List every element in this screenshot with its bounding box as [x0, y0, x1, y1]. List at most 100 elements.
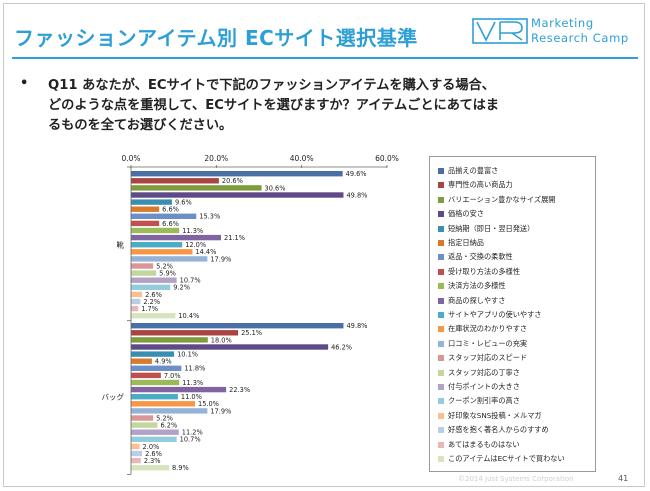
question-line-3: るものを全てお選びください。 — [48, 118, 233, 133]
legend-swatch — [438, 456, 444, 462]
bar-1-20 — [131, 465, 169, 471]
data-label: 8.9% — [172, 464, 189, 472]
bar-0-2 — [131, 185, 262, 191]
bar-0-14 — [131, 270, 157, 276]
legend-label: クーポン割引率の高さ — [448, 396, 520, 406]
bar-1-19 — [131, 457, 141, 464]
data-label: 14.4% — [195, 248, 216, 256]
x-tick-label: 40.0% — [290, 154, 314, 163]
legend-item: このアイテムはECサイトで買わない — [438, 453, 565, 465]
bar-0-1 — [131, 178, 219, 184]
data-label: 17.9% — [210, 407, 231, 415]
title-divider — [12, 57, 638, 59]
legend-label: 価格の安さ — [448, 209, 484, 219]
legend-label: あてはまるものはない — [448, 439, 520, 449]
data-label: 5.2% — [156, 262, 173, 270]
bar-1-12 — [131, 408, 208, 414]
legend-label: 専門性の高い商品力 — [448, 180, 513, 190]
legend-label: 品揃えの豊富さ — [448, 166, 499, 175]
bar-0-12 — [131, 256, 208, 262]
legend-item: 品揃えの豊富さ — [438, 165, 498, 177]
legend-label: 決済方法の多様性 — [448, 281, 506, 291]
legend-item: 好感を抱く著名人からのすすめ — [438, 424, 549, 436]
bar-0-5 — [131, 206, 160, 212]
bar-1-6 — [131, 365, 182, 371]
legend-swatch — [438, 326, 444, 333]
data-label: 11.8% — [184, 365, 205, 373]
footer-copyright: ©2014 Just Systems Corporation — [458, 475, 574, 483]
bar-0-9 — [131, 234, 222, 241]
legend-label: 短納期（即日・翌日発送） — [448, 223, 535, 233]
legend-label: 好印象なSNS投稿・メルマガ — [448, 410, 542, 420]
bar-1-14 — [131, 422, 158, 428]
logo-mark-icon — [472, 18, 528, 44]
bar-0-19 — [131, 305, 139, 312]
page-title: ファッションアイテム別 ECサイト選択基準 — [14, 26, 418, 50]
bar-1-9 — [131, 386, 227, 393]
data-label: 11.0% — [181, 393, 202, 401]
data-label: 9.6% — [175, 199, 192, 207]
bar-1-3 — [131, 344, 329, 350]
legend-item: クーポン割引率の高さ — [438, 395, 520, 407]
data-label: 46.2% — [331, 343, 352, 351]
bar-0-7 — [131, 220, 160, 227]
legend-label: スタッフ対応の丁寧さ — [448, 367, 520, 377]
legend-item: スタッフ対応のスピード — [438, 352, 527, 364]
legend-item: 商品の探しやすさ — [438, 295, 505, 307]
logo-line-2: Research Camp — [531, 31, 629, 45]
bar-1-5 — [131, 358, 152, 364]
bullet-icon: • — [20, 76, 29, 91]
legend-swatch — [438, 168, 444, 174]
legend-label: 口コミ・レビューの充実 — [448, 338, 528, 348]
legend-swatch — [438, 340, 444, 347]
bar-1-16 — [131, 436, 177, 442]
data-label: 6.2% — [160, 422, 177, 430]
data-label: 6.6% — [162, 206, 179, 214]
bar-0-6 — [131, 213, 197, 219]
legend-item: バリエーション豊かなサイズ展開 — [438, 194, 555, 206]
legend-label: 返品・交換の柔軟性 — [448, 252, 513, 262]
bar-1-8 — [131, 379, 180, 386]
bar-1-0 — [131, 323, 344, 329]
legend-label: 指定日納品 — [448, 238, 484, 247]
legend-label: 受け取り方法の多様性 — [448, 266, 520, 276]
legend-label: 好感を抱く著名人からのすすめ — [448, 425, 549, 435]
x-tick-label: 20.0% — [204, 154, 228, 163]
chart-legend: 品揃えの豊富さ専門性の高い商品力バリエーション豊かなサイズ展開価格の安さ短納期（… — [429, 156, 596, 472]
legend-label: サイトやアプリの使いやすさ — [448, 310, 542, 319]
data-label: 2.6% — [145, 450, 162, 458]
bar-1-1 — [131, 330, 239, 336]
legend-swatch — [438, 427, 444, 434]
data-label: 2.0% — [143, 443, 160, 451]
bar-0-13 — [131, 263, 154, 269]
data-label: 12.0% — [185, 241, 206, 249]
legend-item: 短納期（即日・翌日発送） — [438, 223, 534, 235]
legend-item: あてはまるものはない — [438, 439, 520, 451]
bar-0-8 — [131, 227, 180, 234]
data-label: 6.6% — [162, 220, 179, 228]
bar-0-16 — [131, 284, 171, 290]
logo-line-1: Marketing — [531, 16, 594, 30]
x-tick-label: 0.0% — [121, 154, 140, 163]
data-label: 10.4% — [178, 312, 199, 320]
legend-label: 商品の探しやすさ — [448, 295, 506, 305]
legend-label: 在庫状況のわかりやすさ — [448, 324, 528, 334]
legend-swatch — [438, 254, 444, 261]
legend-label: 付与ポイントの大きさ — [448, 382, 520, 391]
bar-1-7 — [131, 372, 161, 379]
data-label: 11.2% — [182, 429, 203, 437]
bar-1-13 — [131, 415, 154, 421]
legend-swatch — [438, 240, 444, 246]
data-label: 9.2% — [173, 284, 190, 292]
legend-item: 受け取り方法の多様性 — [438, 266, 520, 278]
bar-0-0 — [131, 171, 343, 177]
data-label: 15.3% — [199, 213, 220, 221]
legend-item: 決済方法の多様性 — [438, 280, 506, 292]
data-label: 2.3% — [144, 457, 161, 465]
legend-item: 在庫状況のわかりやすさ — [438, 323, 527, 335]
legend-swatch — [438, 225, 444, 232]
legend-item: 指定日納品 — [438, 237, 484, 249]
legend-swatch — [438, 384, 444, 390]
data-label: 21.1% — [224, 234, 245, 242]
